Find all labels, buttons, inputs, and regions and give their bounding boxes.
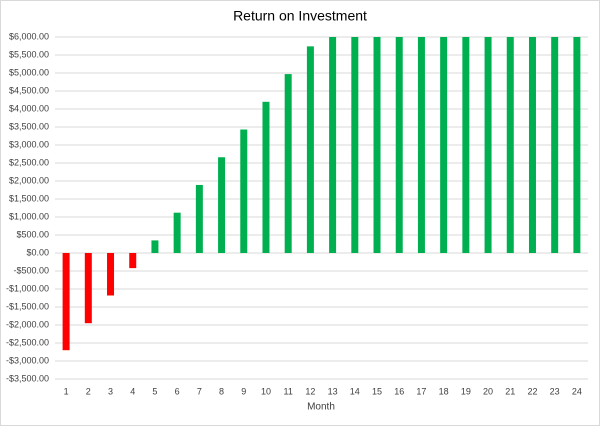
y-tick-label: -$2,000.00 bbox=[6, 319, 49, 329]
y-tick-label: $6,000.00 bbox=[9, 31, 49, 41]
x-tick-label: 2 bbox=[86, 386, 91, 396]
bar bbox=[240, 129, 248, 253]
bar bbox=[351, 37, 359, 253]
x-tick-label: 17 bbox=[416, 386, 426, 396]
x-tick-label: 9 bbox=[241, 386, 246, 396]
x-tick-label: 22 bbox=[527, 386, 537, 396]
y-tick-label: -$1,000.00 bbox=[6, 283, 49, 293]
y-tick-label: -$2,500.00 bbox=[6, 337, 49, 347]
x-tick-label: 14 bbox=[350, 386, 360, 396]
y-tick-label: $500.00 bbox=[16, 229, 49, 239]
y-tick-label: -$500.00 bbox=[13, 265, 49, 275]
bar bbox=[329, 37, 337, 253]
bar bbox=[62, 253, 70, 351]
x-axis-title: Month bbox=[307, 402, 335, 413]
x-tick-label: 10 bbox=[261, 386, 271, 396]
bar bbox=[484, 37, 492, 253]
y-tick-label: $5,000.00 bbox=[9, 67, 49, 77]
bar bbox=[373, 37, 381, 253]
chart-title: Return on Investment bbox=[233, 8, 367, 24]
bar bbox=[462, 37, 470, 253]
bar bbox=[262, 101, 270, 253]
y-tick-label: $3,500.00 bbox=[9, 121, 49, 131]
y-tick-label: $5,500.00 bbox=[9, 49, 49, 59]
x-tick-label: 19 bbox=[461, 386, 471, 396]
bar bbox=[84, 253, 92, 324]
y-tick-label: $2,500.00 bbox=[9, 157, 49, 167]
bar bbox=[107, 253, 115, 296]
bar bbox=[151, 240, 159, 253]
bar bbox=[284, 74, 292, 253]
bar bbox=[195, 184, 203, 253]
y-tick-label: $3,000.00 bbox=[9, 139, 49, 149]
y-tick-label: -$3,000.00 bbox=[6, 355, 49, 365]
y-tick-label: -$1,500.00 bbox=[6, 301, 49, 311]
x-tick-label: 16 bbox=[394, 386, 404, 396]
y-tick-label: $0.00 bbox=[26, 247, 49, 257]
bar bbox=[306, 46, 314, 253]
bar bbox=[506, 37, 514, 253]
y-tick-label: -$3,500.00 bbox=[6, 373, 49, 383]
bar bbox=[551, 37, 559, 253]
x-tick-label: 13 bbox=[328, 386, 338, 396]
bar bbox=[528, 37, 536, 253]
x-tick-label: 11 bbox=[284, 386, 293, 396]
bar bbox=[173, 212, 181, 253]
x-tick-label: 4 bbox=[130, 386, 135, 396]
x-tick-label: 23 bbox=[550, 386, 560, 396]
x-tick-label: 7 bbox=[197, 386, 202, 396]
y-tick-label: $1,000.00 bbox=[9, 211, 49, 221]
bar bbox=[440, 37, 448, 253]
x-tick-label: 6 bbox=[175, 386, 180, 396]
bar bbox=[218, 157, 226, 253]
x-tick-label: 15 bbox=[372, 386, 382, 396]
bar bbox=[573, 37, 581, 253]
x-tick-label: 24 bbox=[572, 386, 582, 396]
y-tick-label: $2,000.00 bbox=[9, 175, 49, 185]
x-tick-label: 1 bbox=[64, 386, 69, 396]
x-tick-label: 12 bbox=[305, 386, 315, 396]
x-tick-label: 8 bbox=[219, 386, 224, 396]
x-tick-label: 5 bbox=[152, 386, 157, 396]
bar bbox=[395, 37, 403, 253]
x-tick-label: 18 bbox=[439, 386, 449, 396]
y-tick-label: $4,000.00 bbox=[9, 103, 49, 113]
x-tick-label: 20 bbox=[483, 386, 493, 396]
x-tick-label: 21 bbox=[505, 386, 515, 396]
y-tick-label: $1,500.00 bbox=[9, 193, 49, 203]
x-tick-label: 3 bbox=[108, 386, 113, 396]
bar bbox=[417, 37, 425, 253]
y-tick-label: $4,500.00 bbox=[9, 85, 49, 95]
bar bbox=[129, 253, 137, 269]
